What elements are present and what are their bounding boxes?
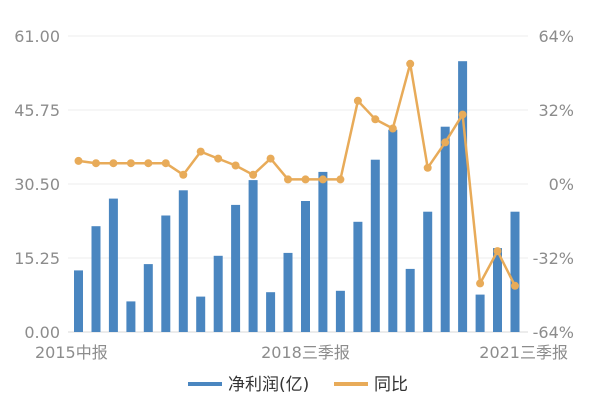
y-left-tick-label: 45.75 — [14, 101, 60, 120]
grid — [68, 35, 528, 333]
bar — [493, 248, 502, 332]
line-point — [493, 247, 502, 256]
line-point — [74, 156, 83, 165]
bar — [196, 296, 206, 332]
bar — [301, 201, 310, 332]
line-point — [441, 138, 450, 147]
bar — [370, 159, 380, 332]
legend-swatch-line — [334, 382, 368, 386]
x-tick-label: 2021三季报 — [479, 343, 568, 362]
y-right-tick-label: -32% — [533, 249, 574, 268]
bar — [335, 290, 345, 332]
right-axis: -64% -32% 0% 32% 64% — [533, 27, 574, 342]
y-right-tick-label: 32% — [538, 101, 574, 120]
x-tick-label: 2018三季报 — [261, 343, 350, 362]
bar — [178, 190, 188, 332]
line-point — [511, 281, 519, 290]
line-point — [301, 175, 310, 184]
line-point — [406, 59, 415, 68]
legend: 净利润(亿) 同比 — [188, 375, 408, 395]
bar — [353, 221, 363, 332]
bar — [440, 126, 450, 332]
y-right-tick-label: -64% — [533, 323, 574, 342]
y-right-tick-label: 0% — [549, 175, 574, 194]
y-left-tick-label: 0.00 — [24, 323, 60, 342]
bar — [475, 294, 485, 332]
legend-label-line: 同比 — [374, 375, 408, 395]
bar — [231, 204, 241, 332]
bar — [161, 215, 171, 332]
line-point — [92, 159, 100, 168]
bar — [91, 226, 101, 332]
y-left-tick-label: 61.00 — [14, 27, 60, 46]
line-point — [161, 159, 170, 168]
legend-swatch-bars — [188, 382, 222, 386]
x-tick-label: 2015中报 — [35, 343, 108, 362]
line-point — [231, 161, 240, 170]
bar — [405, 268, 415, 332]
line-series — [74, 59, 519, 290]
line-point — [144, 159, 153, 168]
line-point — [388, 124, 397, 133]
line-point — [109, 159, 118, 168]
bar — [143, 264, 153, 332]
bar — [126, 301, 136, 332]
line-point — [371, 115, 380, 124]
legend-label-bars: 净利润(亿) — [228, 375, 309, 395]
line-point — [249, 170, 258, 179]
bar — [248, 180, 258, 332]
line-point — [284, 175, 292, 184]
line-point — [353, 96, 362, 105]
line-point — [214, 154, 223, 163]
bar — [283, 252, 293, 332]
line-point — [266, 154, 275, 163]
y-left-tick-label: 15.25 — [14, 249, 60, 268]
y-left-tick-label: 30.50 — [14, 175, 60, 194]
bar — [74, 270, 83, 332]
bar — [213, 255, 223, 332]
bar — [266, 292, 276, 332]
x-axis: 2015中报 2018三季报 2021三季报 — [35, 343, 568, 362]
line-point — [476, 279, 485, 288]
line-point — [423, 163, 432, 172]
left-axis: 0.00 15.25 30.50 45.75 61.00 — [14, 27, 60, 342]
line-point — [336, 175, 345, 184]
bars-series — [74, 61, 520, 332]
y-right-tick-label: 64% — [538, 27, 574, 46]
line-point — [458, 110, 467, 119]
bar — [458, 61, 468, 332]
line-point — [126, 159, 135, 168]
bar — [423, 211, 433, 332]
bar — [318, 171, 328, 332]
line-point — [179, 170, 188, 179]
line-point — [318, 175, 327, 184]
bar — [388, 129, 398, 332]
bar — [510, 211, 520, 332]
line-point — [196, 147, 205, 156]
bar — [108, 198, 118, 332]
